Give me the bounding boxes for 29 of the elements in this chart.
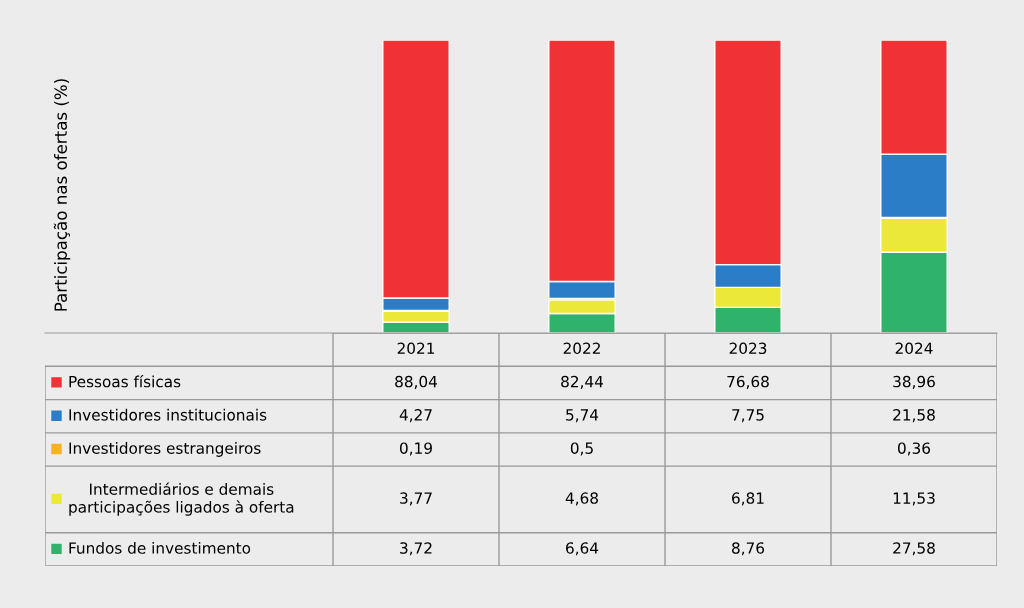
data-label: 0,5: [570, 442, 593, 456]
data-label: 0,19: [400, 442, 432, 456]
legend-label: Investidores estrangeiros: [69, 442, 261, 457]
legend-label: Investidores institucionais: [69, 408, 267, 421]
data-label: 8,76: [732, 542, 765, 556]
data-label: 27,58: [893, 542, 935, 556]
data-label: 7,75: [732, 409, 764, 423]
data-label: 21,58: [893, 409, 935, 423]
data-label: 38,96: [893, 375, 935, 389]
data-label: 3,72: [400, 542, 432, 556]
legend-label: Fundos de investimento: [69, 541, 251, 554]
data-label: 3,77: [400, 492, 432, 506]
x-tick-label: 2021: [397, 342, 435, 355]
data-label: 6,64: [566, 542, 599, 556]
data-label: 11,53: [893, 492, 935, 506]
data-label: 5,74: [566, 409, 599, 423]
text: Participação nas ofertas (%): [53, 79, 71, 311]
legend-label: Pessoas físicas: [69, 374, 181, 388]
data-label: 6,81: [732, 492, 764, 506]
x-tick-label: 2022: [563, 342, 600, 355]
data-label: 82,44: [561, 375, 604, 389]
data-label: 4,27: [399, 409, 432, 423]
data-label: 76,68: [727, 375, 769, 389]
data-label: 0,36: [898, 442, 931, 456]
legend-label: Intermediários e demais participações ligados à oferta: [69, 482, 294, 516]
x-tick-label: 2023: [729, 342, 767, 355]
x-tick-label: 2024: [895, 342, 933, 355]
data-label: 88,04: [395, 375, 438, 389]
data-label: 4,68: [565, 492, 598, 506]
